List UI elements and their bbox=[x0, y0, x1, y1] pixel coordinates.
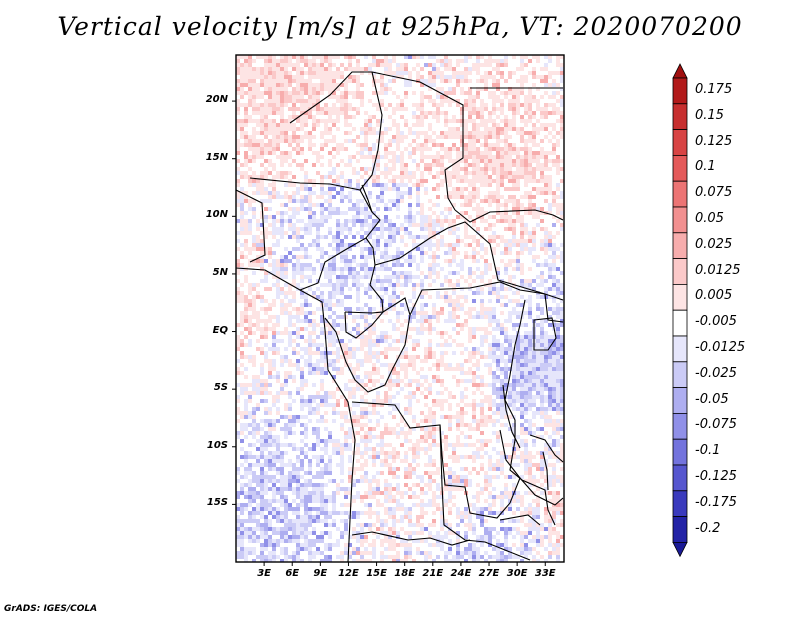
colorbar-label: 0.0125 bbox=[695, 263, 741, 278]
colorbar-swatch bbox=[673, 181, 687, 207]
colorbar-label: 0.15 bbox=[695, 108, 724, 123]
credit-text: GrADS: IGES/COLA bbox=[4, 604, 97, 614]
colorbar-label: -0.125 bbox=[695, 469, 737, 484]
lon-tick-label: 15E bbox=[362, 568, 392, 579]
colorbar-label: -0.025 bbox=[695, 366, 737, 381]
colorbar-swatch bbox=[673, 233, 687, 259]
colorbar-swatch bbox=[673, 413, 687, 439]
lat-tick-label: 10N bbox=[188, 209, 228, 220]
lon-tick-label: 30E bbox=[502, 568, 532, 579]
lon-tick-label: 33E bbox=[530, 568, 560, 579]
colorbar-label: 0.05 bbox=[695, 211, 724, 226]
colorbar-swatch bbox=[673, 491, 687, 517]
colorbar-swatch bbox=[673, 336, 687, 362]
lat-tick-label: 5N bbox=[188, 267, 228, 278]
colorbar-swatch bbox=[673, 362, 687, 388]
colorbar-label: 0.125 bbox=[695, 134, 732, 149]
colorbar bbox=[673, 64, 687, 556]
colorbar-label: 0.1 bbox=[695, 159, 716, 174]
colorbar-swatch bbox=[673, 130, 687, 156]
lon-tick-label: 18E bbox=[390, 568, 420, 579]
colorbar-label: 0.025 bbox=[695, 237, 732, 252]
lon-tick-label: 27E bbox=[474, 568, 504, 579]
colorbar-bottom-arrow bbox=[673, 542, 687, 556]
lat-tick-label: 15S bbox=[188, 497, 228, 508]
colorbar-swatch bbox=[673, 439, 687, 465]
colorbar-swatch bbox=[673, 155, 687, 181]
lat-tick-label: 15N bbox=[188, 152, 228, 163]
colorbar-label: -0.175 bbox=[695, 495, 737, 510]
colorbar-label: -0.2 bbox=[695, 521, 720, 536]
lon-tick-label: 12E bbox=[333, 568, 363, 579]
colorbar-label: -0.005 bbox=[695, 314, 737, 329]
lon-tick-label: 6E bbox=[277, 568, 307, 579]
colorbar-label: -0.0125 bbox=[695, 340, 745, 355]
colorbar-swatch bbox=[673, 259, 687, 285]
colorbar-swatch bbox=[673, 78, 687, 104]
lat-tick-label: 20N bbox=[188, 94, 228, 105]
colorbar-swatch bbox=[673, 388, 687, 414]
colorbar-label: 0.075 bbox=[695, 185, 732, 200]
colorbar-top-arrow bbox=[673, 64, 687, 78]
lat-tick-label: 5S bbox=[188, 382, 228, 393]
lon-tick-label: 24E bbox=[446, 568, 476, 579]
lat-tick-label: EQ bbox=[188, 325, 228, 336]
colorbar-swatch bbox=[673, 104, 687, 130]
lat-tick-label: 10S bbox=[188, 440, 228, 451]
colorbar-label: -0.05 bbox=[695, 392, 729, 407]
lon-tick-label: 3E bbox=[249, 568, 279, 579]
colorbar-swatch bbox=[673, 465, 687, 491]
lon-tick-label: 9E bbox=[305, 568, 335, 579]
colorbar-label: 0.005 bbox=[695, 288, 732, 303]
colorbar-swatch bbox=[673, 207, 687, 233]
colorbar-swatch bbox=[673, 310, 687, 336]
lon-tick-label: 21E bbox=[418, 568, 448, 579]
colorbar-label: -0.1 bbox=[695, 443, 720, 458]
colorbar-swatch bbox=[673, 517, 687, 543]
colorbar-label: -0.075 bbox=[695, 417, 737, 432]
colorbar-label: 0.175 bbox=[695, 82, 732, 97]
colorbar-swatch bbox=[673, 284, 687, 310]
